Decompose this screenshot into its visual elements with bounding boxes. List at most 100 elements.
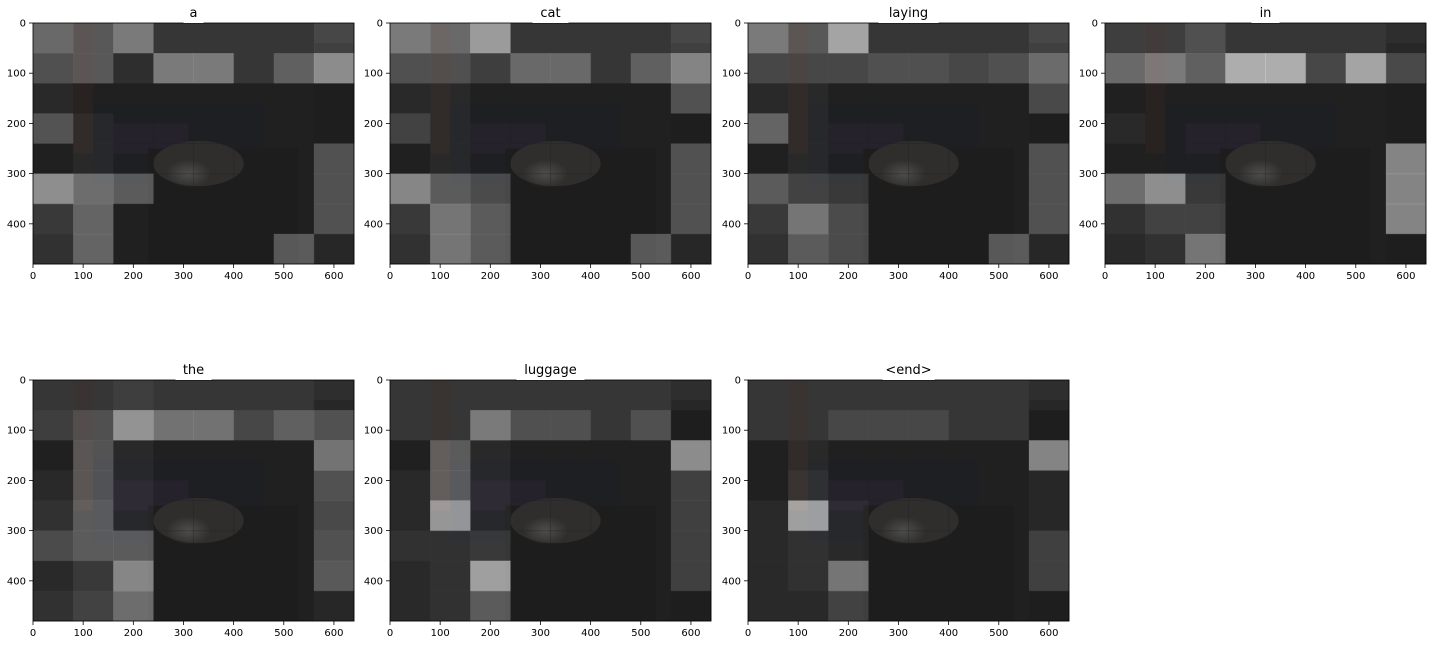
- attention-cell: [788, 83, 829, 114]
- x-tick-label: 100: [74, 271, 93, 282]
- attention-cell: [33, 113, 74, 144]
- attention-cell: [390, 53, 431, 84]
- attention-cell: [313, 233, 355, 265]
- attention-cell: [73, 23, 114, 54]
- attention-cell: [948, 440, 990, 471]
- y-tick-label: 200: [722, 119, 741, 130]
- attention-cell: [1028, 233, 1070, 265]
- attention-cell: [748, 440, 789, 471]
- attention-cell: [73, 530, 114, 562]
- x-tick-label: 500: [274, 271, 293, 282]
- x-tick-label: 100: [431, 271, 450, 282]
- attention-cell: [748, 173, 789, 205]
- attention-cell: [470, 410, 511, 441]
- attention-cell: [1305, 23, 1347, 54]
- attention-panel: in 0 100 200 300 400 500 600 0 100 200 300 400: [1079, 4, 1427, 282]
- attention-cell: [1185, 53, 1226, 84]
- attention-cell: [550, 173, 592, 205]
- y-tick-label: 400: [1079, 219, 1098, 230]
- attention-cell: [430, 500, 471, 532]
- attention-cell: [1028, 590, 1070, 622]
- attention-cell: [748, 590, 789, 622]
- attention-cell: [153, 470, 194, 501]
- attention-cell: [510, 113, 551, 144]
- attention-cell: [590, 470, 632, 501]
- attention-cell: [233, 113, 275, 144]
- x-tick-label: 300: [174, 628, 193, 639]
- attention-cell: [788, 560, 829, 592]
- attention-cell: [948, 203, 990, 235]
- attention-cell: [193, 23, 235, 54]
- x-tick-label: 500: [989, 271, 1008, 282]
- attention-cell: [550, 560, 592, 592]
- attention-cell: [153, 173, 194, 205]
- attention-cell: [510, 590, 551, 622]
- attention-cell: [273, 500, 315, 532]
- attention-cell: [828, 173, 869, 205]
- attention-cell: [908, 470, 950, 501]
- attention-cell: [1345, 23, 1387, 54]
- attention-cell: [313, 470, 355, 501]
- attention-cell: [948, 560, 990, 592]
- y-tick-label: 200: [1079, 119, 1098, 130]
- attention-cell: [73, 380, 114, 411]
- attention-cell: [908, 560, 950, 592]
- attention-cell: [868, 380, 909, 411]
- attention-cell: [33, 203, 74, 235]
- attention-cell: [510, 53, 551, 84]
- attention-cell: [390, 233, 431, 265]
- attention-cell: [1105, 173, 1146, 205]
- attention-cell: [630, 53, 672, 84]
- attention-cell: [233, 203, 275, 235]
- attention-cell: [33, 410, 74, 441]
- attention-cell: [1385, 173, 1427, 205]
- attention-cell: [630, 470, 672, 501]
- attention-cell: [153, 23, 194, 54]
- attention-cell: [73, 410, 114, 441]
- attention-cell: [113, 530, 154, 562]
- attention-cell: [948, 143, 990, 175]
- attention-cell: [193, 83, 235, 114]
- attention-cell: [193, 530, 235, 562]
- attention-cell: [828, 380, 869, 411]
- attention-cell: [908, 410, 950, 441]
- y-tick-label: 100: [7, 69, 26, 80]
- x-tick-label: 200: [1196, 271, 1215, 282]
- attention-cell: [1265, 83, 1307, 114]
- attention-cell: [1345, 173, 1387, 205]
- attention-cell: [273, 113, 315, 144]
- attention-cell: [550, 143, 592, 175]
- attention-cell: [470, 203, 511, 235]
- attention-cell: [788, 590, 829, 622]
- attention-cell: [113, 500, 154, 532]
- attention-cell: [1265, 23, 1307, 54]
- attention-cell: [1145, 23, 1186, 54]
- y-tick-label: 0: [20, 376, 26, 387]
- attention-cell: [1305, 143, 1347, 175]
- x-tick-label: 0: [30, 271, 36, 282]
- attention-cell: [988, 410, 1030, 441]
- attention-cell: [988, 143, 1030, 175]
- attention-cell: [988, 173, 1030, 205]
- attention-cell: [153, 590, 194, 622]
- attention-cell: [828, 560, 869, 592]
- attention-cell: [1028, 530, 1070, 562]
- attention-cell: [590, 143, 632, 175]
- attention-cell: [670, 83, 712, 114]
- attention-cell: [1145, 143, 1186, 175]
- attention-cell: [430, 53, 471, 84]
- attention-cell: [1225, 53, 1266, 84]
- attention-cell: [233, 530, 275, 562]
- y-tick-label: 100: [1079, 69, 1098, 80]
- x-tick-label: 500: [989, 628, 1008, 639]
- attention-cell: [1265, 113, 1307, 144]
- attention-cell: [1185, 113, 1226, 144]
- attention-cell: [550, 530, 592, 562]
- y-tick-label: 300: [1079, 169, 1098, 180]
- attention-cell: [590, 233, 632, 265]
- attention-cell: [550, 233, 592, 265]
- panel-title: cat: [540, 6, 560, 21]
- panels-container: a 0 100 200 300 400 500 600 0 100 200 300 400 cat 0 100…: [7, 4, 1427, 639]
- attention-cell: [73, 560, 114, 592]
- attention-cell: [630, 560, 672, 592]
